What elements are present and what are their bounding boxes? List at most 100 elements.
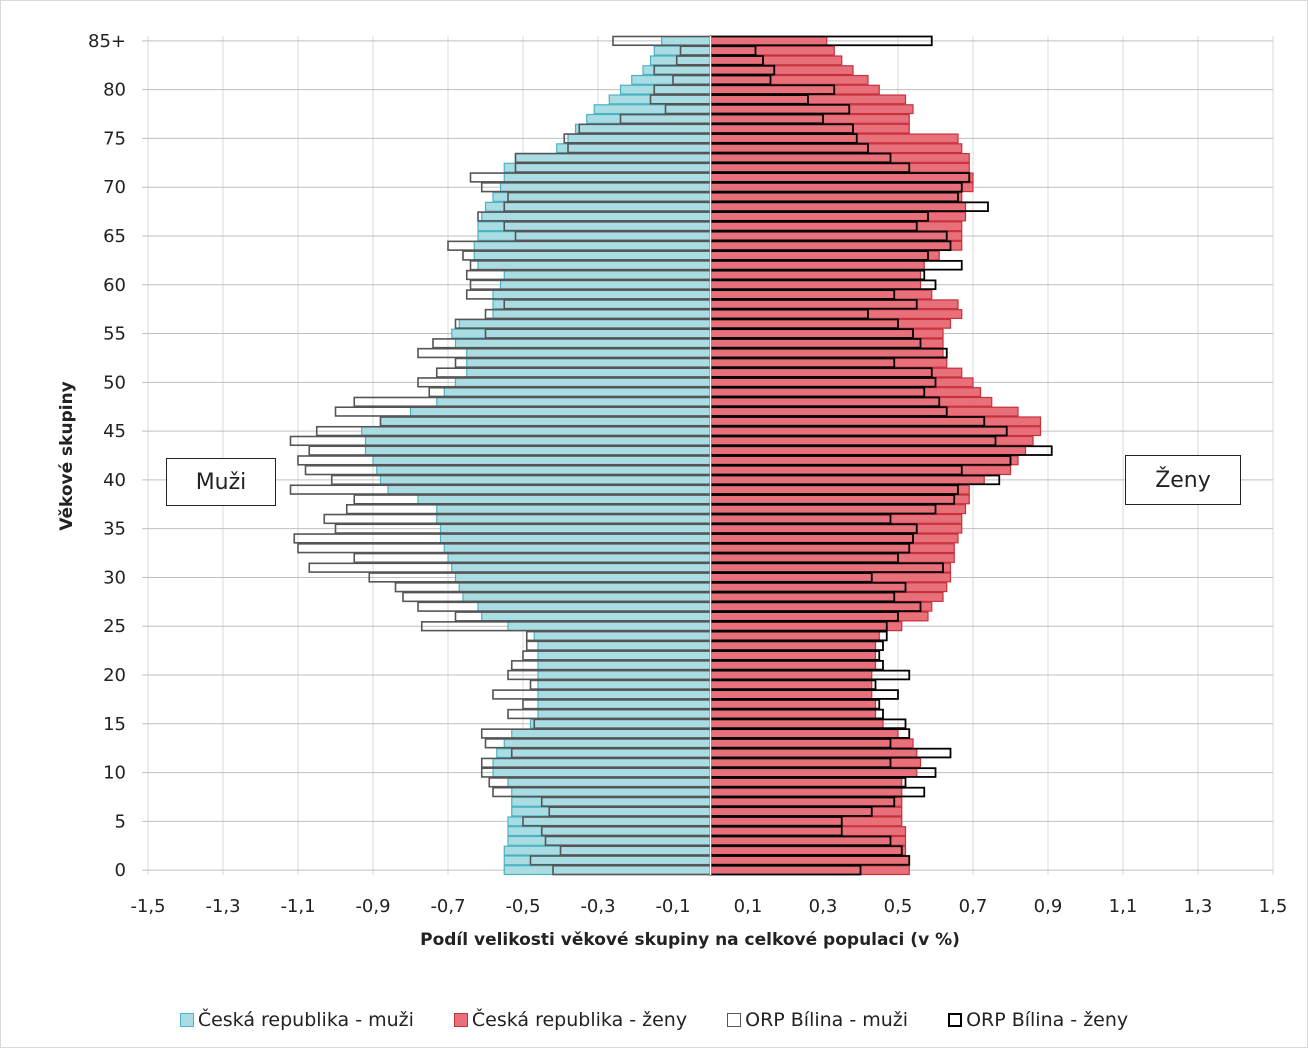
legend-swatch-cr-male [179,1013,194,1027]
y-tick-label: 35 [103,519,126,540]
bar-cr-male [443,387,712,398]
bar-cr-female [709,748,918,759]
x-tick-label: 0,7 [959,896,988,917]
legend-swatch-cr-female [453,1013,468,1027]
bar-cr-male [503,855,712,866]
y-tick-label: 45 [103,421,126,442]
bar-cr-male [661,35,712,46]
bar-cr-female [709,806,903,817]
bar-cr-male [477,260,712,271]
bar-cr-female [709,84,880,95]
bar-cr-female [709,631,880,641]
bar-cr-male [454,572,712,583]
bar-cr-male [492,191,712,202]
bar-cr-female [709,104,914,115]
bar-cr-female [709,416,1042,427]
bar-cr-male [499,279,712,290]
bar-cr-male [503,865,712,876]
bar-cr-male [439,523,712,534]
legend-swatch-orp-female [948,1013,963,1027]
bar-cr-female [709,718,884,729]
bar-cr-male [454,338,712,349]
female-side-label-text: Ženy [1155,467,1211,493]
bar-cr-female [709,640,877,651]
bar-cr-male [466,357,712,368]
bar-cr-male [503,845,712,856]
bar-cr-female [709,143,963,154]
bar-cr-female [709,240,963,251]
bar-cr-male [458,318,712,329]
x-tick-label: -1,3 [205,896,240,917]
bar-cr-male [364,445,712,456]
bar-cr-female [709,591,944,602]
bar-cr-female [709,738,914,749]
y-tick-label: 5 [115,811,126,832]
bar-cr-male [477,601,712,612]
x-axis-title: Podíl velikosti věkové skupiny na celkov… [420,930,960,950]
bar-cr-male [481,211,712,222]
bar-cr-male [481,611,712,622]
bar-cr-male [511,728,712,739]
bar-cr-female [709,435,1034,446]
bar-cr-male [361,426,712,437]
legend: Česká republika - muži Česká republika -… [0,1009,1308,1031]
x-tick-label: -0,7 [430,896,465,917]
bar-cr-male [447,552,712,563]
y-tick-label: 15 [103,714,126,735]
bar-cr-male [503,162,712,173]
bar-cr-female [709,533,959,544]
bar-cr-female [709,309,963,320]
y-axis-title: Věkové skupiny [57,381,77,531]
bar-cr-male [484,201,712,212]
bar-cr-male [537,670,712,680]
bar-cr-male [507,621,712,632]
bar-cr-female [709,611,929,622]
legend-swatch-orp-male [727,1013,742,1027]
bar-cr-male [492,309,712,320]
bar-cr-female [709,543,955,554]
x-tick-label: 0,5 [884,896,913,917]
legend-item-cr-male: Česká republika - muži [179,1009,414,1031]
bar-cr-female [709,260,925,271]
bar-cr-male [496,748,712,759]
x-tick-label: 0,3 [809,896,838,917]
bar-cr-female [709,162,970,173]
bar-cr-male [511,787,712,798]
bar-cr-female [709,231,963,241]
bar-cr-male [507,835,712,846]
bar-cr-female [709,406,1019,417]
bar-cr-female [709,650,877,661]
bar-cr-female [709,172,974,183]
legend-item-orp-female: ORP Bílina - ženy [948,1009,1128,1031]
bar-cr-female [709,348,944,359]
bar-cr-female [709,728,899,739]
legend-label-cr-female: Česká republika - ženy [471,1009,688,1031]
bar-cr-male [507,816,712,827]
x-tick-label: -0,9 [355,896,390,917]
bar-cr-female [709,445,1027,456]
bar-cr-male [653,45,712,56]
bar-cr-female [709,562,952,573]
x-tick-label: -1,5 [130,896,165,917]
legend-label-orp-female: ORP Bílina - ženy [966,1009,1129,1031]
bar-cr-female [709,338,944,349]
bar-cr-male [492,289,712,300]
legend-item-cr-female: Česká republika - ženy [453,1009,688,1031]
female-side-label: Ženy [1125,455,1241,505]
bar-cr-female [709,679,873,690]
bar-cr-female [709,621,903,632]
bar-cr-male [537,689,712,700]
bar-cr-male [492,299,712,310]
bar-cr-male [499,182,712,193]
x-tick-label: 0,1 [734,896,763,917]
bar-cr-male [503,270,712,280]
bar-cr-female [709,133,959,144]
bar-cr-male [473,240,712,251]
bar-cr-female [709,494,970,505]
bar-cr-male [436,513,712,524]
bar-cr-male [608,94,712,105]
bar-cr-male [417,494,712,505]
bar-cr-female [709,552,955,563]
bar-cr-male [372,455,712,466]
